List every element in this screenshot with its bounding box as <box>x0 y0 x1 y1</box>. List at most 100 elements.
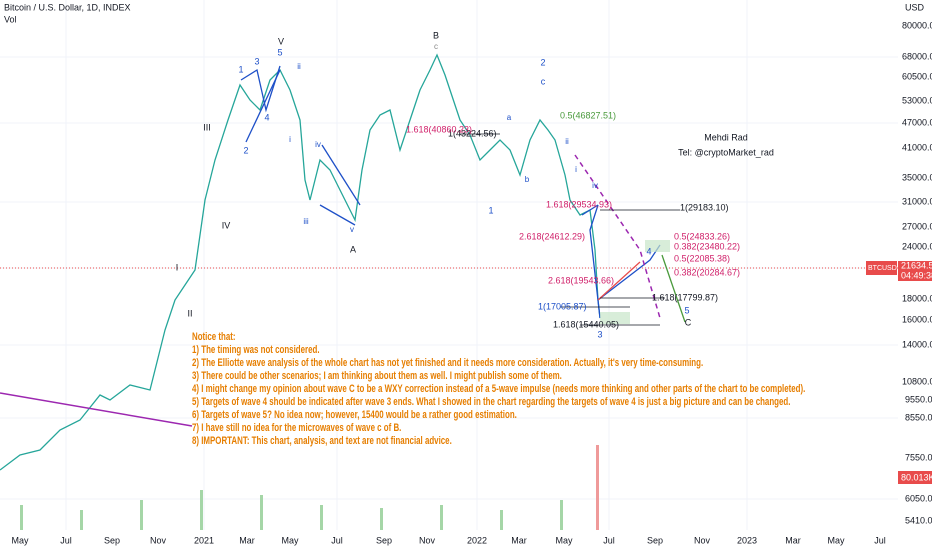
time-label: 2023 <box>737 535 757 545</box>
volume <box>20 445 599 530</box>
wave-label: C <box>685 317 692 327</box>
time-label: Nov <box>150 535 167 545</box>
price-label: 80000.00 <box>902 20 932 30</box>
fib-label: 1(29183.10) <box>680 202 729 212</box>
wave-lines <box>240 65 661 319</box>
fib-label: 1.618(17799.87) <box>652 292 718 302</box>
fib-label: 0.5(24833.26) <box>674 231 730 241</box>
time-label: 2021 <box>194 535 214 545</box>
time-label: 2022 <box>467 535 487 545</box>
target-zone <box>645 240 670 252</box>
price-axis: USD 80000.00 68000.00 60500.00 53000.00 … <box>866 2 932 525</box>
fib-label: 0.382(20284.67) <box>674 267 740 277</box>
price-label: 14000.00 <box>902 339 932 349</box>
price-path <box>0 53 601 471</box>
fib-lines <box>460 133 680 326</box>
fib-label: 1.618(40860.23) <box>406 124 472 134</box>
wave-label: 3 <box>254 56 259 66</box>
fib-labels: 1.618(15440.05) 1(17005.87) 1.618(17799.… <box>406 110 740 329</box>
wave-label: iv <box>592 181 598 190</box>
fib-label: 2.618(24612.29) <box>519 231 585 241</box>
time-label: May <box>827 535 845 545</box>
last-price: 21634.58 <box>901 260 932 270</box>
price-label: 8550.00 <box>905 412 932 422</box>
fib-label: 0.382(23480.22) <box>674 241 740 251</box>
wave-label: I <box>176 262 179 272</box>
note-line: 8) IMPORTANT: This chart, analysis, and … <box>192 435 452 448</box>
note-line: 1) The timing was not considered. <box>192 344 320 357</box>
wave-label: 1 <box>238 64 243 74</box>
wave-label: II <box>187 308 192 318</box>
price-label: 41000.00 <box>902 142 932 152</box>
target-zone <box>600 312 630 324</box>
fib-label: 0.5(46827.51) <box>560 110 616 120</box>
time-label: May <box>555 535 573 545</box>
projection <box>661 254 686 323</box>
time-axis: May Jul Sep Nov 2021 Mar May Jul Sep Nov… <box>11 535 885 545</box>
wave-label: a <box>507 113 512 122</box>
price-label: 24000.00 <box>902 241 932 251</box>
price-label: USD <box>905 2 925 12</box>
wave-label: 2 <box>243 145 248 155</box>
author-contact: Tel: @cryptoMarket_rad <box>678 147 774 157</box>
indicator: Vol <box>4 14 17 24</box>
wave-label: v <box>350 225 354 234</box>
note-line: 4) I might change my opinion about wave … <box>192 383 805 396</box>
fib-label: 1(17005.87) <box>538 301 587 311</box>
wave-label: i <box>575 165 577 174</box>
grid <box>0 0 898 530</box>
time-label: Sep <box>647 535 663 545</box>
wave-label: III <box>203 122 211 132</box>
wave-label: b <box>525 175 530 184</box>
symbol-tag: BTCUSD <box>868 265 897 272</box>
note-line: 7) I have still no idea for the microwav… <box>192 422 401 435</box>
wave-labels: V 5 1 3 4 2 III IV I II ii i iii iv v B … <box>176 30 692 339</box>
countdown: 04:49:38 <box>901 270 932 280</box>
wave-label: B <box>433 30 439 40</box>
note-line: 6) Targets of wave 5? No idea now; howev… <box>192 409 517 422</box>
fib-label: 1.618(29534.93) <box>546 199 612 209</box>
wave-label: 5 <box>277 47 282 57</box>
wave-label: ii <box>565 137 569 146</box>
wave-label: IV <box>222 220 231 230</box>
time-label: Sep <box>376 535 392 545</box>
wave-label: A <box>350 244 356 254</box>
wave-label: ii <box>297 62 301 71</box>
price-label: 18000.00 <box>902 293 932 303</box>
wave-label: 4 <box>646 246 651 256</box>
wave-label: iii <box>303 217 309 226</box>
wave-label: 4 <box>264 112 269 122</box>
fib-label: 2.618(19543.66) <box>548 275 614 285</box>
fib-label: 1.618(15440.05) <box>553 319 619 329</box>
time-label: May <box>281 535 299 545</box>
wave-label: 2 <box>540 57 545 67</box>
price-label: 27000.00 <box>902 221 932 231</box>
price-label: 5410.00 <box>905 515 932 525</box>
wave-label: iv <box>315 140 321 149</box>
time-label: Sep <box>104 535 120 545</box>
time-label: Mar <box>511 535 527 545</box>
price-label: 35000.00 <box>902 172 932 182</box>
wave-label: 3 <box>597 329 602 339</box>
time-label: Mar <box>785 535 801 545</box>
price-label: 10800.00 <box>902 376 932 386</box>
note-line: 2) The Elliotte wave analysis of the who… <box>192 357 703 370</box>
fib-label: 1(43224.56) <box>448 128 497 138</box>
wave-label: c <box>434 42 438 51</box>
projection <box>574 154 661 319</box>
price-label: 31000.00 <box>902 196 932 206</box>
wave-label: c <box>541 76 546 86</box>
author-name: Mehdi Rad <box>704 132 748 142</box>
wave-label: 5 <box>684 305 689 315</box>
time-label: Jul <box>60 535 72 545</box>
time-label: Mar <box>239 535 255 545</box>
note-line: 3) There could be other scenarios; I am … <box>192 370 562 383</box>
time-label: May <box>11 535 29 545</box>
wave-label: i <box>289 135 291 144</box>
wave-label: 1 <box>488 205 493 215</box>
price-label: 60500.00 <box>902 71 932 81</box>
time-label: Nov <box>419 535 436 545</box>
price-label: 9550.00 <box>905 394 932 404</box>
price-label: 68000.00 <box>902 51 932 61</box>
wave-label: V <box>278 36 284 46</box>
